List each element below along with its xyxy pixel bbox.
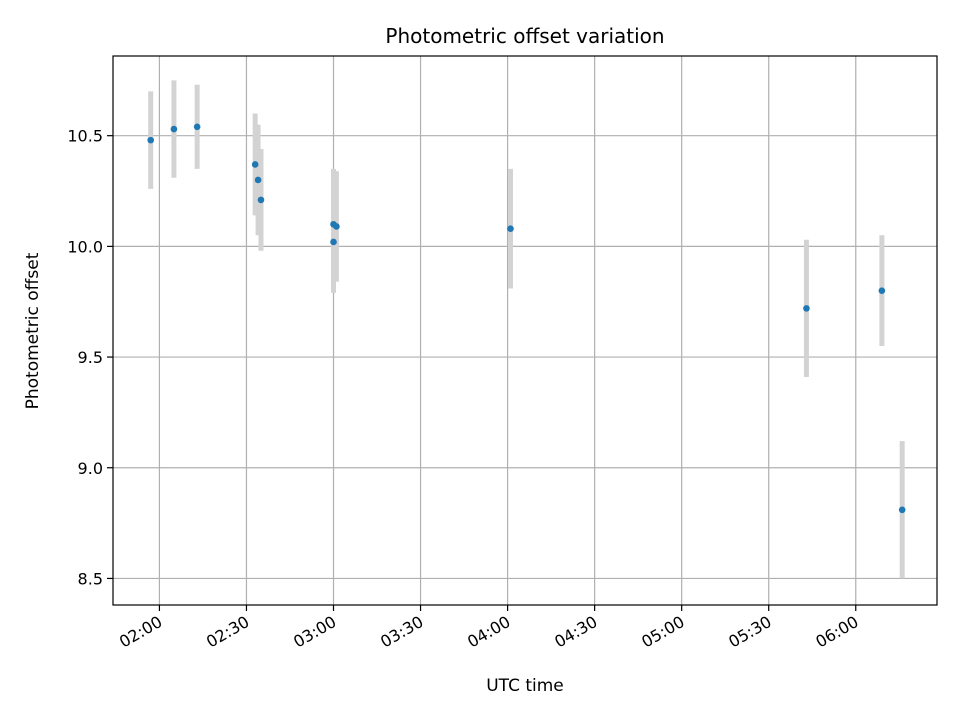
x-tick-label: 03:00 bbox=[290, 612, 339, 652]
data-points bbox=[147, 80, 906, 579]
y-tick-label: 10.5 bbox=[67, 127, 103, 146]
y-tick-label: 9.5 bbox=[78, 348, 103, 367]
data-point bbox=[333, 223, 340, 230]
data-point bbox=[878, 287, 886, 294]
data-point bbox=[803, 305, 810, 312]
data-point bbox=[507, 225, 514, 232]
x-axis-title: UTC time bbox=[486, 676, 564, 696]
y-tick-label: 10.0 bbox=[67, 237, 103, 256]
data-point bbox=[147, 136, 155, 144]
data-point bbox=[193, 123, 201, 131]
data-point bbox=[330, 238, 337, 246]
x-tick-label: 03:30 bbox=[377, 612, 426, 652]
x-tick-label: 06:00 bbox=[812, 612, 861, 652]
x-tick-label: 05:00 bbox=[638, 612, 687, 652]
plot-frame bbox=[112, 55, 938, 606]
y-tick-label: 8.5 bbox=[78, 569, 103, 588]
chart-title: Photometric offset variation bbox=[385, 24, 664, 48]
axis-ticks: 02:00 02:30 03:00 03:30 04:00 04:30 05:00 05:30… bbox=[67, 127, 861, 652]
data-point bbox=[251, 161, 259, 168]
x-tick-label: 02:30 bbox=[203, 612, 252, 652]
x-tick-label: 04:00 bbox=[464, 612, 513, 652]
data-point bbox=[257, 196, 265, 204]
grid-lines bbox=[113, 56, 937, 605]
data-point bbox=[170, 125, 178, 133]
x-tick-label: 05:30 bbox=[725, 612, 774, 652]
x-tick-label: 02:00 bbox=[116, 612, 165, 652]
x-tick-label: 04:30 bbox=[551, 612, 600, 652]
y-axis-title: Photometric offset bbox=[23, 252, 43, 409]
y-tick-label: 9.0 bbox=[78, 459, 103, 478]
data-point bbox=[898, 506, 906, 514]
data-point bbox=[254, 176, 262, 184]
